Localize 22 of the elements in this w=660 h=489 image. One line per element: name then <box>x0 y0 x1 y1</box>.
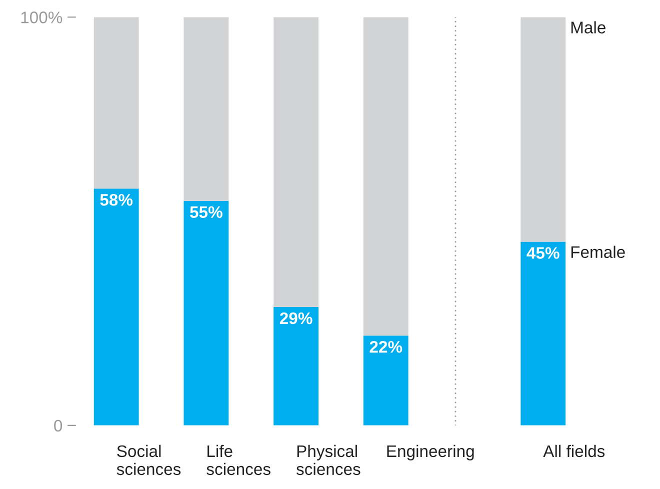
data-label: 29% <box>280 312 312 324</box>
bar <box>94 17 139 189</box>
y-tick-label: 0 <box>54 420 62 432</box>
y-tick-label: 100% <box>21 12 62 24</box>
x-tick-label: Physical sciences <box>296 444 360 476</box>
data-label: 22% <box>370 340 402 353</box>
bar <box>184 200 229 426</box>
data-label: 58% <box>100 194 133 206</box>
bar <box>274 17 318 308</box>
bar <box>184 17 229 201</box>
data-label: 55% <box>190 206 222 218</box>
series-label: Female <box>571 246 625 258</box>
series-label: Male <box>571 21 606 34</box>
data-label: 45% <box>526 247 560 259</box>
x-tick-label: Social sciences <box>116 444 181 476</box>
x-tick-label: All fields <box>543 444 605 458</box>
x-tick-label: Engineering <box>387 444 474 460</box>
bar <box>363 17 408 336</box>
bar <box>363 336 408 426</box>
x-tick-label: Life sciences <box>206 444 270 476</box>
bar <box>94 188 139 426</box>
bar <box>274 307 318 426</box>
